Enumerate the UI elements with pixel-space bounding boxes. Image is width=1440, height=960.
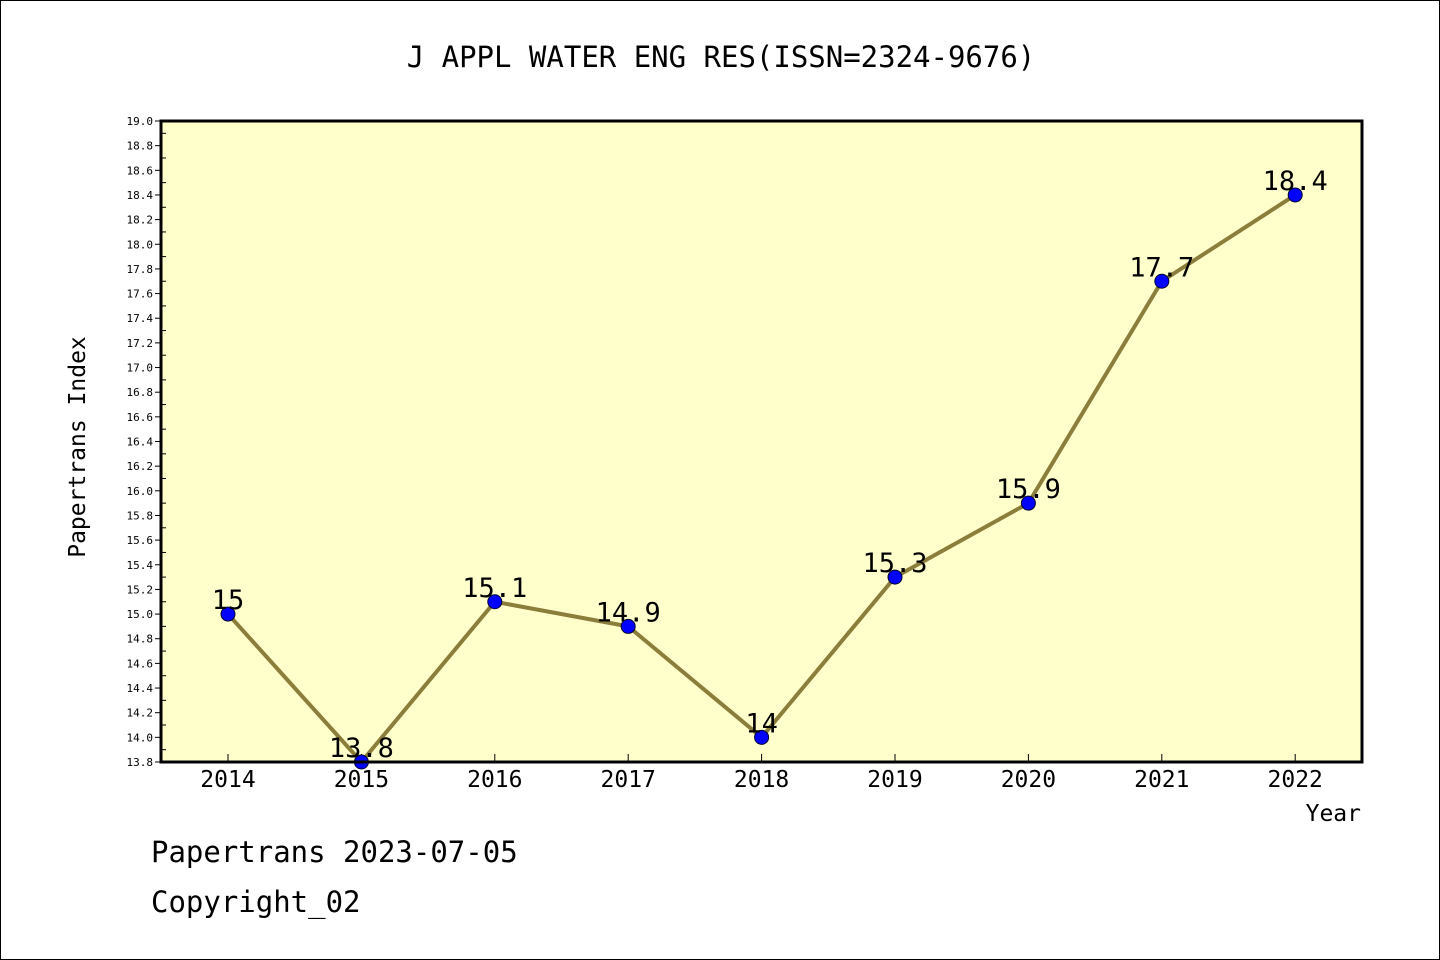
y-tick-label: 17.8	[127, 263, 154, 276]
y-tick-label: 18.4	[127, 189, 154, 202]
x-axis-label: Year	[1306, 801, 1361, 827]
y-axis-label: Papertrans Index	[65, 336, 91, 558]
data-point	[487, 594, 503, 610]
data-point	[754, 729, 770, 745]
y-tick-label: 18.6	[127, 164, 154, 177]
y-tick-label: 16.8	[127, 386, 154, 399]
data-label: 13.8	[329, 733, 394, 764]
data-label: 14	[745, 708, 778, 739]
x-axis: 2014 2015 2016 2017 2018 2019 2020 2021 2022	[200, 754, 1323, 793]
y-tick-label: 15.2	[127, 583, 154, 596]
y-tick-label: 17.4	[127, 312, 154, 325]
y-tick-label: 17.2	[127, 337, 154, 350]
chart-title: J APPL WATER ENG RES(ISSN=2324-9676)	[407, 40, 1036, 74]
data-point	[1287, 187, 1303, 203]
data-point	[620, 618, 636, 634]
y-tick-label: 18.8	[127, 140, 154, 153]
x-tick-label: 2022	[1268, 767, 1323, 793]
x-tick-label: 2019	[867, 767, 922, 793]
data-label: 15.3	[862, 548, 927, 579]
data-point	[887, 569, 903, 585]
y-tick-label: 15.4	[127, 559, 154, 572]
y-tick-label: 15.6	[127, 534, 154, 547]
x-tick-label: 2021	[1134, 767, 1189, 793]
x-tick-label: 2020	[1001, 767, 1056, 793]
footer-copyright: Copyright_02	[151, 885, 361, 919]
data-point	[1020, 495, 1036, 511]
y-tick-label: 15.8	[127, 509, 154, 522]
y-axis: 13.8 14.0 14.2 14.4 14.6 14.8 15.0 15.2 15.4 15.6…	[127, 115, 166, 769]
y-tick-label: 14.8	[127, 633, 154, 646]
y-tick-label: 18.0	[127, 238, 154, 251]
y-tick-label: 14.4	[127, 682, 154, 695]
data-label: 15.1	[462, 573, 527, 604]
y-tick-label: 18.2	[127, 214, 154, 227]
y-tick-label: 15.0	[127, 608, 154, 621]
y-tick-label: 17.6	[127, 288, 154, 301]
y-tick-label: 14.0	[127, 731, 154, 744]
x-tick-label: 2017	[601, 767, 656, 793]
data-label: 15	[212, 585, 245, 616]
series-line-group: 15 13.8 15.1 14.9 14 15.3 15.9 17.7 18.4	[212, 166, 1328, 770]
x-tick-label: 2014	[200, 767, 255, 793]
y-tick-label: 14.2	[127, 707, 154, 720]
y-tick-label: 16.2	[127, 460, 154, 473]
y-tick-label: 16.0	[127, 485, 154, 498]
data-point	[1154, 273, 1170, 289]
x-tick-label: 2016	[467, 767, 522, 793]
y-tick-label: 16.6	[127, 411, 154, 424]
x-tick-label: 2018	[734, 767, 789, 793]
y-tick-label: 13.8	[127, 756, 154, 769]
data-label: 17.7	[1129, 252, 1194, 283]
data-point	[220, 606, 236, 622]
plot-border	[159, 119, 1364, 764]
y-tick-label: 14.6	[127, 657, 154, 670]
y-tick-label: 16.4	[127, 436, 154, 449]
data-label: 14.9	[596, 597, 661, 628]
x-tick-label: 2015	[334, 767, 389, 793]
data-label: 18.4	[1263, 166, 1328, 197]
y-tick-label: 17.0	[127, 362, 154, 375]
y-tick-label: 19.0	[127, 115, 154, 128]
footer-date-line: Papertrans 2023-07-05	[151, 835, 518, 869]
data-label: 15.9	[996, 474, 1061, 505]
plot-area	[161, 121, 1362, 762]
